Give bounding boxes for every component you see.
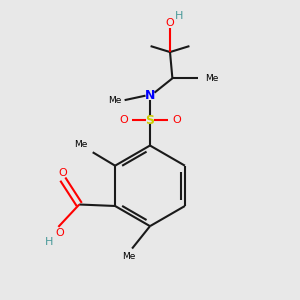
Text: Me: Me	[205, 74, 219, 83]
Text: O: O	[56, 229, 64, 238]
Text: N: N	[145, 89, 155, 102]
Text: O: O	[58, 167, 67, 178]
Text: O: O	[172, 115, 181, 125]
Text: H: H	[175, 11, 183, 21]
Text: O: O	[119, 115, 128, 125]
Text: Me: Me	[122, 252, 136, 261]
Text: S: S	[146, 114, 154, 127]
Text: Me: Me	[108, 96, 121, 105]
Text: Me: Me	[74, 140, 87, 149]
Text: H: H	[45, 237, 54, 247]
Text: O: O	[166, 18, 174, 28]
